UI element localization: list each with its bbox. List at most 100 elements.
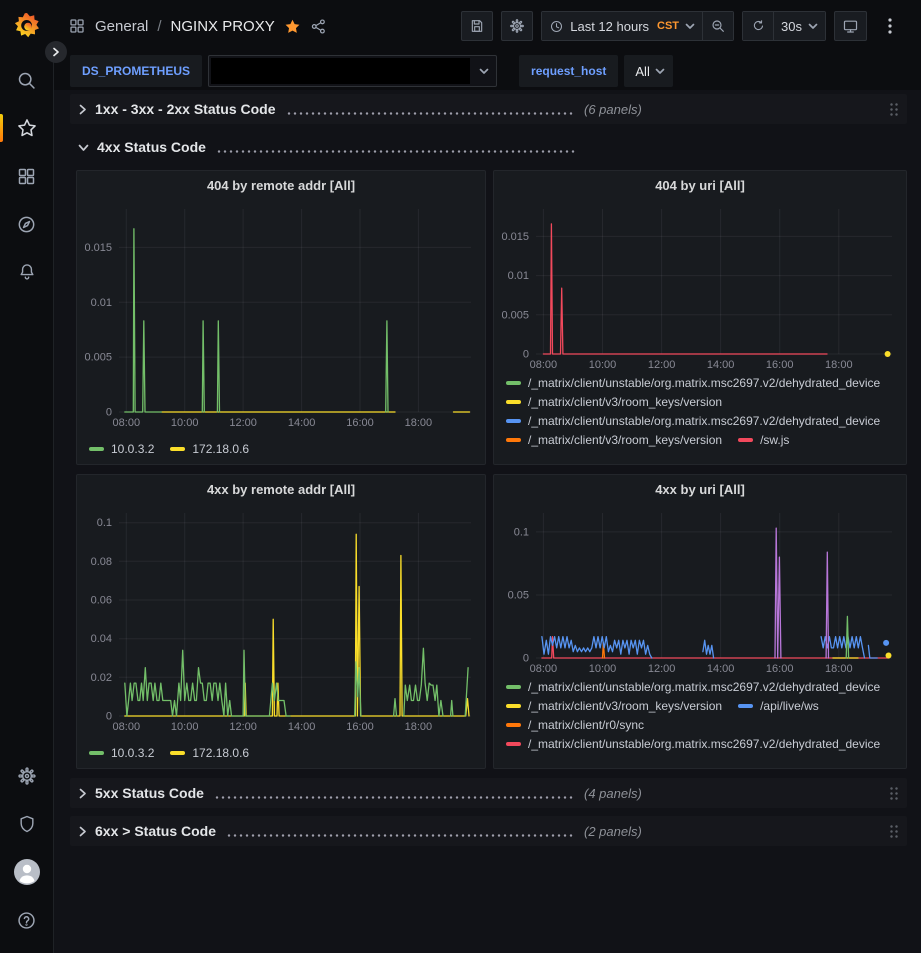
legend-item[interactable]: /_matrix/client/v3/room_keys/version (506, 699, 722, 713)
legend-item[interactable]: 10.0.3.2 (89, 442, 154, 456)
svg-text:0.06: 0.06 (91, 595, 112, 607)
datasource-value-dropdown[interactable] (208, 55, 498, 87)
time-series-plot[interactable]: 08:00 10:00 12:00 14:00 16:00 18:00 0 0.005 0.01… (494, 199, 906, 372)
dashboard-row-1xx-3xx-2xx[interactable]: 1xx - 3xx - 2xx Status Code (6 panels) (70, 94, 907, 124)
dashboard-row-4xx[interactable]: 4xx Status Code (70, 132, 907, 162)
panel-header[interactable]: 4xx by uri [All] (494, 475, 906, 503)
series-name: /api/live/ws (760, 699, 819, 713)
svg-text:0.1: 0.1 (514, 526, 529, 538)
sidebar-item-explore[interactable] (0, 200, 53, 248)
svg-text:10:00: 10:00 (171, 417, 199, 429)
time-series-plot[interactable]: 08:00 10:00 12:00 14:00 16:00 18:00 0 0.02 0.04 0… (77, 503, 485, 734)
svg-text:16:00: 16:00 (766, 359, 794, 371)
variable-label-datasource[interactable]: DS_PROMETHEUS (70, 55, 203, 87)
svg-text:12:00: 12:00 (648, 663, 676, 675)
legend-item[interactable]: /_matrix/client/unstable/org.matrix.msc2… (506, 414, 880, 428)
breadcrumb-dashboard-title[interactable]: NGINX PROXY (170, 17, 275, 35)
grafana-logo[interactable] (13, 12, 41, 40)
monitor-icon (842, 18, 859, 35)
dashboard-canvas: 1xx - 3xx - 2xx Status Code (6 panels) 4… (54, 90, 921, 953)
svg-text:0.005: 0.005 (84, 352, 112, 364)
caret-down-icon (655, 68, 665, 75)
series-color-dash (506, 419, 521, 423)
legend-item[interactable]: /api/live/ws (738, 699, 819, 713)
time-series-plot[interactable]: 08:00 10:00 12:00 14:00 16:00 18:00 0 0.05 0.1 (494, 503, 906, 676)
sidebar-item-starred[interactable] (0, 104, 53, 152)
svg-text:10:00: 10:00 (589, 359, 617, 371)
series-color-dash (170, 751, 186, 755)
redacted-value (211, 58, 471, 84)
dashboard-settings-button[interactable] (501, 11, 534, 41)
chart-canvas[interactable]: 08:00 10:00 12:00 14:00 16:00 18:00 0 0.005 0.01… (494, 199, 906, 372)
sidebar-item-search[interactable] (0, 56, 53, 104)
legend-item[interactable]: 172.18.0.6 (170, 442, 249, 456)
legend-item[interactable]: /sw.js (738, 433, 789, 447)
sidebar-item-help[interactable] (0, 896, 53, 944)
variable-label-request-host[interactable]: request_host (519, 55, 619, 87)
panel-header[interactable]: 4xx by remote addr [All] (77, 475, 485, 503)
svg-text:0: 0 (106, 711, 112, 723)
series-name: /_matrix/client/unstable/org.matrix.msc2… (528, 737, 881, 751)
legend-item[interactable]: /_matrix/client/v3/room_keys/version (506, 395, 722, 409)
row-dotted-leader (285, 112, 574, 115)
refresh-interval-button[interactable]: 30s (773, 12, 825, 40)
legend-item[interactable]: /_matrix/client/unstable/org.matrix.msc2… (506, 737, 880, 751)
panel-header[interactable]: 404 by uri [All] (494, 171, 906, 199)
legend-item[interactable]: /_matrix/client/r0/sync (506, 718, 644, 732)
breadcrumb-separator: / (157, 17, 162, 35)
chart-canvas[interactable]: 08:00 10:00 12:00 14:00 16:00 18:00 0 0.005 0.01… (77, 199, 485, 430)
sidebar-item-alerting[interactable] (0, 248, 53, 296)
series-color-dash (738, 438, 754, 442)
share-icon[interactable] (310, 18, 327, 35)
save-dashboard-button[interactable] (461, 11, 494, 41)
breadcrumb-section[interactable]: General (95, 17, 149, 35)
favorite-star-icon[interactable] (284, 18, 301, 35)
cycle-view-mode-button[interactable] (834, 11, 867, 41)
sidebar-expand-button[interactable] (45, 41, 67, 63)
legend-item[interactable]: /_matrix/client/v3/room_keys/version (506, 433, 722, 447)
chart-canvas[interactable]: 08:00 10:00 12:00 14:00 16:00 18:00 0 0.05 0.1 (494, 503, 906, 676)
series-color-dash (170, 447, 186, 451)
legend-item[interactable]: 10.0.3.2 (89, 746, 154, 760)
time-picker-group: Last 12 hours CST (541, 11, 735, 41)
svg-text:0: 0 (523, 349, 529, 361)
row-drag-handle[interactable] (889, 785, 899, 801)
sidebar-item-configuration[interactable] (0, 752, 53, 800)
sidebar-item-dashboards[interactable] (0, 152, 53, 200)
row-dotted-leader (226, 834, 574, 837)
panel-title-text: 404 by remote addr [All] (206, 177, 356, 193)
panel-header[interactable]: 404 by remote addr [All] (77, 171, 485, 199)
refresh-button[interactable] (743, 12, 774, 40)
time-range-button[interactable]: Last 12 hours CST (542, 12, 703, 40)
chart-canvas[interactable]: 08:00 10:00 12:00 14:00 16:00 18:00 0 0.02 0.04 0… (77, 503, 485, 734)
svg-text:08:00: 08:00 (530, 359, 558, 371)
row-drag-handle[interactable] (889, 823, 899, 839)
question-circle-icon (16, 910, 37, 931)
time-series-plot[interactable]: 08:00 10:00 12:00 14:00 16:00 18:00 0 0.005 0.01… (77, 199, 485, 430)
dashboard-row-5xx[interactable]: 5xx Status Code (4 panels) (70, 778, 907, 808)
row-dotted-leader (215, 150, 576, 153)
sidebar-item-server-admin[interactable] (0, 800, 53, 848)
dashboard-row-6xx[interactable]: 6xx > Status Code (2 panels) (70, 816, 907, 846)
series-name: 10.0.3.2 (111, 442, 155, 456)
row-drag-handle[interactable] (889, 101, 899, 117)
bell-icon (17, 262, 37, 282)
gear-icon (509, 18, 525, 34)
request-host-value-dropdown[interactable]: All (624, 55, 673, 87)
panel-404-by-remote-addr: 404 by remote addr [All] 08:00 10:00 12:00… (76, 170, 486, 465)
caret-down-icon (685, 23, 695, 30)
row-panel-count: (2 panels) (584, 823, 642, 839)
sidebar-item-profile[interactable] (0, 848, 53, 896)
legend-item[interactable]: 172.18.0.6 (170, 746, 249, 760)
panel-4xx-by-uri: 4xx by uri [All] 08:00 10:00 12:00 14:00 16:… (493, 474, 907, 769)
series-color-dash (89, 447, 104, 451)
caret-down-icon (479, 68, 489, 75)
zoom-out-button[interactable] (702, 12, 734, 40)
svg-text:08:00: 08:00 (113, 417, 141, 429)
svg-text:14:00: 14:00 (707, 663, 735, 675)
more-options-button[interactable] (875, 11, 905, 41)
legend-item[interactable]: /_matrix/client/unstable/org.matrix.msc2… (506, 376, 880, 390)
panel-title-text: 4xx by uri [All] (655, 481, 745, 497)
legend-item[interactable]: /_matrix/client/unstable/org.matrix.msc2… (506, 680, 880, 694)
row-panel-count: (4 panels) (584, 785, 642, 801)
